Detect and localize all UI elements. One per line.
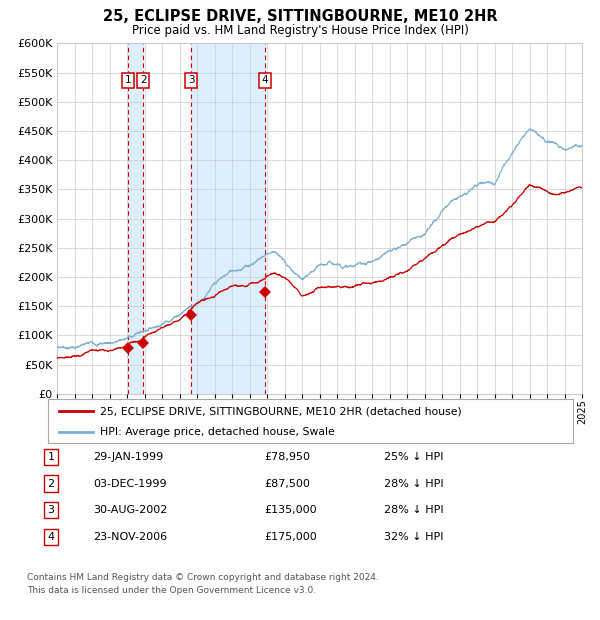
Text: HPI: Average price, detached house, Swale: HPI: Average price, detached house, Swal… — [101, 427, 335, 437]
Bar — [128, 43, 143, 394]
Text: 30-AUG-2002: 30-AUG-2002 — [93, 505, 167, 515]
Text: 28% ↓ HPI: 28% ↓ HPI — [384, 479, 443, 489]
Text: 2: 2 — [140, 75, 146, 85]
Text: 25, ECLIPSE DRIVE, SITTINGBOURNE, ME10 2HR (detached house): 25, ECLIPSE DRIVE, SITTINGBOURNE, ME10 2… — [101, 406, 462, 416]
Text: 2: 2 — [47, 479, 55, 489]
Text: £175,000: £175,000 — [264, 532, 317, 542]
Text: 1: 1 — [125, 75, 132, 85]
Text: 3: 3 — [47, 505, 55, 515]
Text: 3: 3 — [188, 75, 194, 85]
Bar — [191, 43, 265, 394]
Text: 4: 4 — [262, 75, 269, 85]
Text: 4: 4 — [47, 532, 55, 542]
Text: 25, ECLIPSE DRIVE, SITTINGBOURNE, ME10 2HR: 25, ECLIPSE DRIVE, SITTINGBOURNE, ME10 2… — [103, 9, 497, 24]
Text: £135,000: £135,000 — [264, 505, 317, 515]
Text: 28% ↓ HPI: 28% ↓ HPI — [384, 505, 443, 515]
Text: £87,500: £87,500 — [264, 479, 310, 489]
Text: £78,950: £78,950 — [264, 452, 310, 462]
Text: Price paid vs. HM Land Registry's House Price Index (HPI): Price paid vs. HM Land Registry's House … — [131, 24, 469, 37]
Text: 03-DEC-1999: 03-DEC-1999 — [93, 479, 167, 489]
Text: 32% ↓ HPI: 32% ↓ HPI — [384, 532, 443, 542]
Text: 1: 1 — [47, 452, 55, 462]
Text: 29-JAN-1999: 29-JAN-1999 — [93, 452, 163, 462]
Text: Contains HM Land Registry data © Crown copyright and database right 2024.
This d: Contains HM Land Registry data © Crown c… — [27, 574, 379, 595]
Text: 25% ↓ HPI: 25% ↓ HPI — [384, 452, 443, 462]
Text: 23-NOV-2006: 23-NOV-2006 — [93, 532, 167, 542]
